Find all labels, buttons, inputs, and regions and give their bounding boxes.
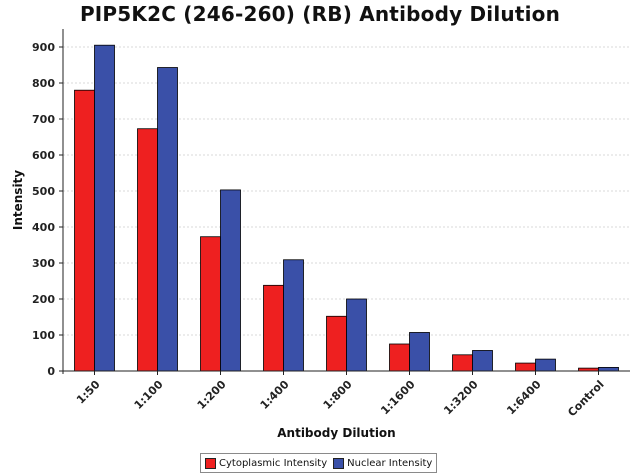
bar — [94, 44, 115, 372]
bar — [137, 128, 158, 372]
x-tick-label: 1:1600 — [378, 378, 418, 418]
y-tick-label: 100 — [32, 329, 55, 342]
bar — [472, 350, 493, 372]
bar — [220, 189, 241, 372]
y-tick-label: 800 — [32, 77, 55, 90]
bar — [535, 358, 556, 372]
legend-label: Nuclear Intensity — [347, 457, 433, 469]
y-tick-label: 300 — [32, 257, 55, 270]
x-tick-label: 1:400 — [258, 378, 292, 412]
bar — [346, 298, 367, 372]
x-tick-label: 1:6400 — [504, 378, 544, 418]
bar — [74, 89, 95, 372]
legend-item: Cytoplasmic Intensity — [205, 457, 328, 469]
bar — [409, 332, 430, 372]
x-axis-title: Antibody Dilution — [277, 426, 395, 440]
bar — [263, 284, 284, 372]
bar — [326, 315, 347, 372]
x-tick-label: Control — [565, 378, 606, 419]
x-tick-label: 1:200 — [195, 378, 229, 412]
y-tick-label: 500 — [32, 185, 55, 198]
y-axis-title: Intensity — [11, 170, 25, 230]
y-tick-label: 700 — [32, 113, 55, 126]
bar — [598, 366, 619, 372]
x-tick-label: 1:800 — [321, 378, 355, 412]
y-tick-label: 600 — [32, 149, 55, 162]
y-tick-label: 0 — [47, 365, 55, 378]
y-tick-label: 900 — [32, 41, 55, 54]
bar — [515, 362, 536, 372]
bar — [452, 354, 473, 372]
legend-item: Nuclear Intensity — [333, 457, 433, 469]
legend-label: Cytoplasmic Intensity — [219, 457, 328, 469]
bar — [389, 343, 410, 372]
y-tick-label: 200 — [32, 293, 55, 306]
x-tick-label: 1:50 — [74, 378, 103, 407]
x-tick-label: 1:100 — [132, 378, 166, 412]
y-tick-label: 400 — [32, 221, 55, 234]
bar — [200, 236, 221, 372]
bar — [283, 259, 304, 372]
bar — [157, 67, 178, 372]
legend-swatch — [205, 457, 216, 469]
chart-legend: Cytoplasmic Intensity Nuclear Intensity — [200, 453, 438, 473]
legend-swatch — [333, 457, 345, 469]
x-tick-label: 1:3200 — [441, 378, 481, 418]
chart-title: PIP5K2C (246-260) (RB) Antibody Dilution — [79, 2, 561, 26]
